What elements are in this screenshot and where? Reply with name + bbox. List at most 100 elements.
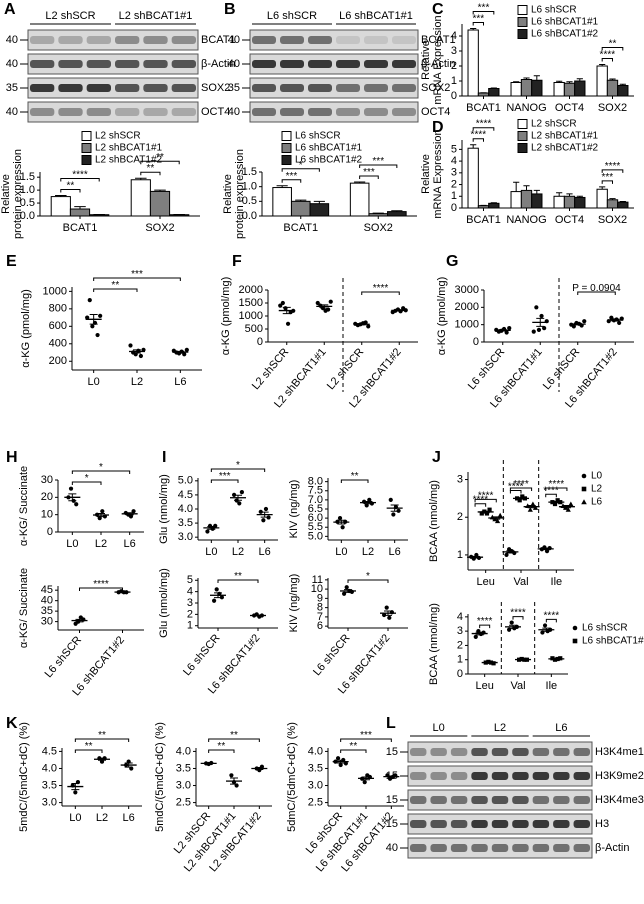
error-bar (362, 776, 370, 781)
significance-bracket (361, 291, 400, 295)
blot-band (491, 820, 509, 828)
x-tick-label: L6 (259, 546, 271, 558)
y-tick-label: 9 (317, 592, 323, 604)
y-tick-label: 7 (317, 611, 323, 623)
error-bar (154, 189, 166, 192)
y-axis-title: BCAA (nmol/mg) (428, 480, 440, 562)
blot-band (58, 60, 83, 68)
data-point (338, 762, 343, 768)
mw-marker: 35 (6, 82, 18, 94)
significance-label: ** (230, 730, 238, 741)
blot-band (573, 820, 590, 828)
data-point (388, 497, 393, 502)
x-tick-label: BCAT1 (283, 222, 318, 234)
legend-marker (572, 625, 578, 631)
blot-band (512, 844, 529, 852)
y-tick-label: 600 (49, 320, 67, 332)
bar (130, 179, 151, 217)
significance-label: *** (472, 14, 484, 25)
data-point (237, 501, 242, 506)
blot-band (512, 820, 529, 828)
error-bar (255, 766, 264, 770)
blot-label: SOX2 (421, 82, 450, 94)
error-bar (533, 75, 540, 81)
significance-label: * (299, 160, 303, 171)
x-tick-label: L0 (88, 376, 100, 388)
y-tick-label: 5 (187, 574, 193, 586)
y-axis-title: BCAA (nmol/mg) (428, 603, 440, 685)
x-tick-label: SOX2 (364, 222, 393, 234)
bar (596, 65, 608, 97)
data-point (95, 332, 100, 338)
data-point (387, 615, 392, 620)
error-bar (599, 64, 606, 66)
legend-label: L6 shSCR (582, 623, 628, 634)
data-point (229, 773, 234, 778)
data-point (555, 498, 560, 503)
y-tick-label: 1 (457, 654, 463, 666)
legend-swatch (517, 5, 528, 15)
y-tick-label: 5 (451, 143, 457, 155)
significance-bracket (512, 616, 524, 620)
bar (488, 88, 500, 97)
blot-band (308, 108, 332, 116)
y-axis-title: α-KG (pmol/mg) (220, 277, 232, 355)
significance-bracket (93, 288, 138, 292)
y-tick-label: 0 (451, 202, 457, 214)
significance-bracket (479, 624, 491, 629)
x-tick-label: BCAT1 (466, 102, 501, 114)
blot-band (471, 796, 488, 804)
x-tick-label: SOX2 (598, 102, 627, 114)
legend-label: L2 shBCAT1#1 (531, 131, 599, 142)
blot-band (336, 60, 360, 68)
data-point (539, 313, 544, 319)
error-bar (124, 762, 133, 768)
error-bar (470, 28, 477, 30)
data-point (85, 315, 90, 320)
error-bar (55, 195, 67, 197)
data-point (507, 326, 512, 331)
error-bar (135, 177, 147, 180)
blot-band (410, 748, 427, 756)
error-bar (390, 504, 399, 512)
x-tick-label: SOX2 (145, 222, 174, 234)
panel-letter: L (386, 715, 396, 732)
y-tick-label: 0 (257, 336, 263, 348)
y-tick-label: 1 (187, 620, 193, 632)
legend-marker (581, 486, 587, 492)
error-bar (533, 189, 540, 194)
blot-band (364, 36, 388, 44)
significance-label: *** (360, 730, 372, 741)
y-tick-label: 3 (187, 597, 193, 609)
y-tick-label: 35 (41, 605, 53, 617)
error-bar (523, 77, 530, 80)
x-tick-label: OCT4 (555, 214, 584, 226)
legend-swatch (281, 131, 292, 141)
x-tick-label: L0 (205, 546, 217, 558)
bar (477, 205, 490, 209)
blot-band (392, 60, 416, 68)
blot-band (573, 748, 590, 756)
blot-label: β-Actin (421, 58, 455, 70)
data-point (517, 498, 522, 503)
blot-band (450, 748, 468, 756)
blot-band (410, 772, 427, 780)
blot-band (512, 772, 529, 780)
bar (69, 208, 91, 217)
data-point (552, 657, 558, 662)
error-bar (619, 201, 626, 203)
significance-label: * (236, 460, 240, 471)
x-tick-label: Ile (551, 576, 563, 588)
data-point (571, 324, 576, 329)
error-bar (313, 200, 325, 204)
error-bar (509, 624, 517, 629)
panel-letter: C (432, 1, 444, 18)
error-bar (470, 144, 477, 149)
legend-label: L2 shBCAT1#1 (95, 143, 163, 154)
error-bar (536, 317, 545, 327)
blot-band (171, 108, 196, 116)
data-point (131, 509, 136, 514)
blot-band (573, 796, 590, 804)
blot-band (143, 60, 168, 68)
significance-bracket (472, 11, 495, 15)
